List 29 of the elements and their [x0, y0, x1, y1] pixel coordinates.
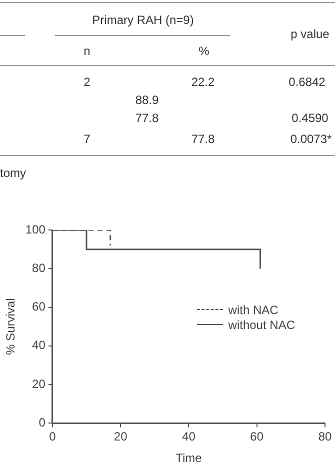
text: 0.4590 [292, 110, 328, 126]
y-tick-label: 80 [32, 260, 46, 275]
text: 7 [84, 131, 90, 147]
y-axis-title: % Survival [4, 298, 18, 355]
text: 0.6842 [288, 74, 326, 90]
text: n [84, 43, 90, 59]
x-tick-label: 60 [250, 430, 264, 444]
x-tick-label: 20 [114, 430, 128, 444]
text: 22.2 [191, 74, 215, 90]
text: 0.0073* [290, 131, 332, 147]
text: % [198, 43, 210, 59]
x-tick-label: 0 [49, 430, 56, 444]
legend-label: with NAC [228, 302, 278, 316]
text: p value [290, 26, 330, 42]
x-tick-label: 80 [318, 430, 332, 444]
x-tick-label: 40 [182, 430, 196, 444]
y-tick-label: 20 [32, 376, 46, 391]
x-axis-title: Time [176, 451, 202, 466]
text: Primary RAH (n=9) [92, 12, 194, 28]
y-tick-label: 0 [38, 416, 46, 430]
text: 2 [84, 74, 90, 90]
text: 77.8 [191, 131, 215, 147]
y-tick-label: 40 [32, 338, 46, 352]
legend-label: without NAC [228, 318, 295, 332]
text: tomy [0, 165, 26, 181]
y-tick-label: 60 [32, 300, 46, 314]
text: 88.9 [135, 92, 159, 108]
y-tick-label: 100 [25, 222, 46, 236]
text: 77.8 [135, 110, 159, 126]
